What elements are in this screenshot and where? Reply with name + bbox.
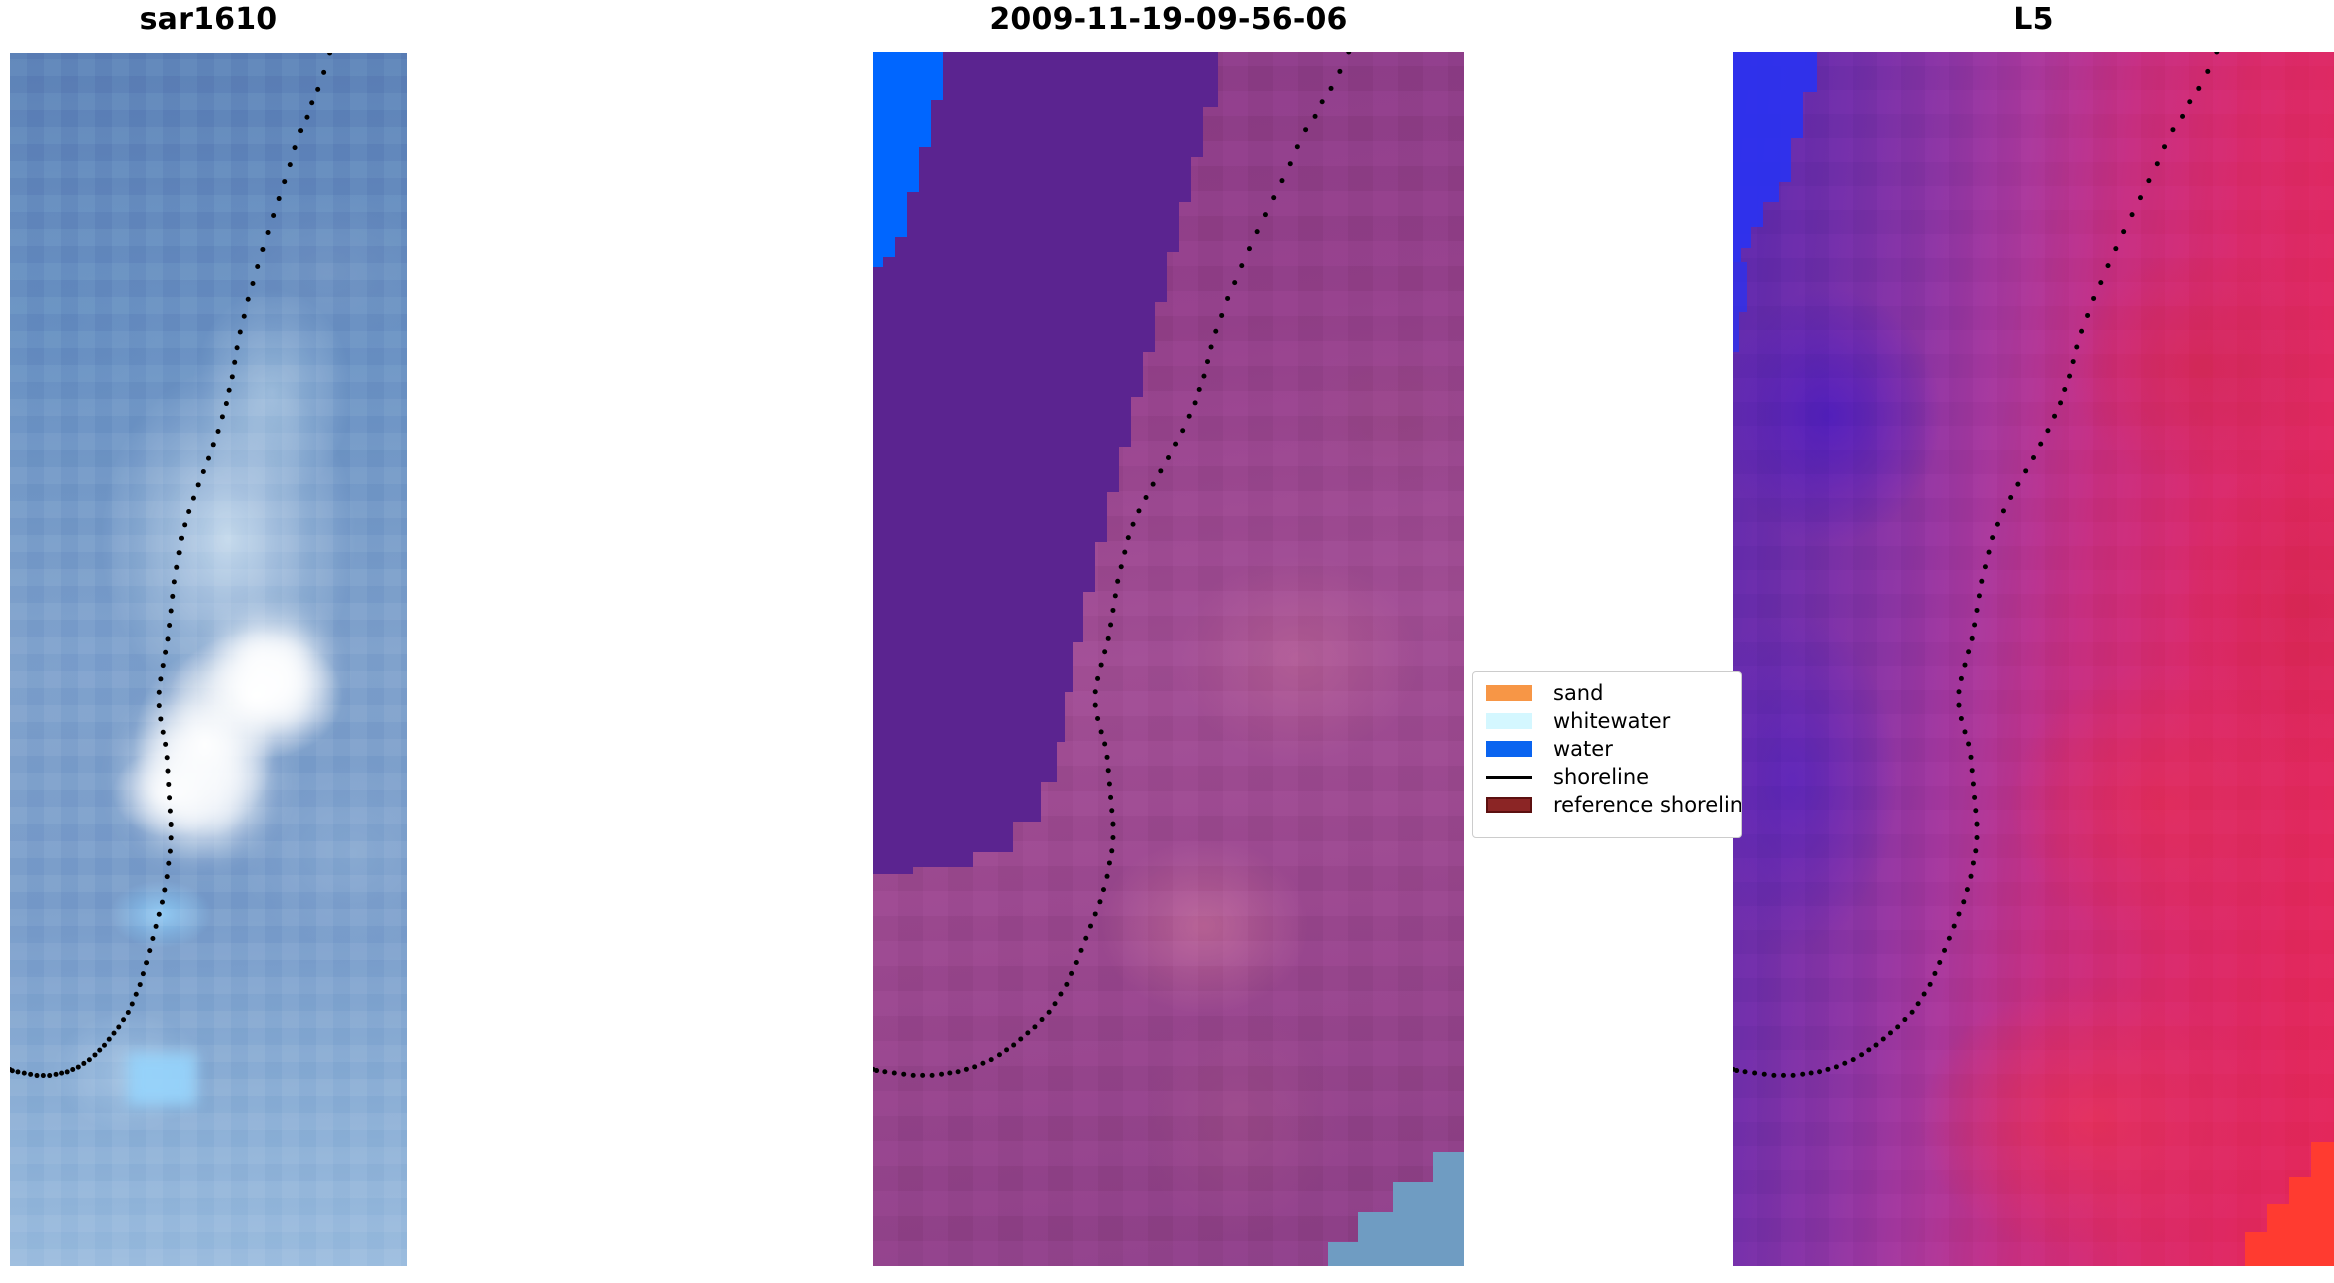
panel-title-classification: 2009-11-19-09-56-06 [989,2,1348,37]
legend-label-whitewater: whitewater [1553,708,1671,733]
legend-label-sand: sand [1553,680,1604,705]
legend-entry-reference-shoreline[interactable]: reference shoreline [1473,791,1741,819]
legend-swatch-shoreline [1486,775,1532,779]
legend-entry-water[interactable]: water [1473,735,1741,763]
sar-cyan-patch [128,1053,196,1105]
classification-steel-patch [1328,1152,1464,1266]
legend-swatch-reference-shoreline [1486,797,1532,813]
sar-speckle-texture [10,53,407,1266]
legend-entry-list: sand whitewater water shoreline referenc… [1473,672,1741,819]
legend-swatch-sand [1486,685,1532,701]
panel-l5-image [1733,52,2334,1266]
l5-texture [1733,52,2334,1266]
shoreline-overlay-l5 [1733,52,2220,1078]
panel-sar-image [10,53,407,1266]
panel-title-sar: sar1610 [139,2,278,37]
legend-box[interactable]: sand whitewater water shoreline referenc… [1472,671,1742,838]
classification-water-class-polygon [873,52,943,267]
l5-composite-layer [1733,52,2334,1266]
legend-entry-whitewater[interactable]: whitewater [1473,707,1741,735]
legend-entry-sand[interactable]: sand [1473,679,1741,707]
legend-label-water: water [1553,736,1613,761]
l5-sand-class-polygon [2245,1142,2334,1266]
sar-bright-core [222,625,318,725]
classification-waterbody-polygon [873,52,1218,874]
legend-swatch-water [1486,741,1532,757]
shoreline-overlay-classification [873,52,1352,1078]
legend-label-shoreline: shoreline [1553,764,1650,789]
panel-classification-image [873,52,1464,1266]
shoreline-overlay-sar [10,53,333,1079]
legend-entry-shoreline[interactable]: shoreline [1473,763,1741,791]
sar-bright-tail [140,713,260,843]
l5-water-class-polygon [1733,52,1817,352]
panel-title-l5: L5 [2013,2,2054,37]
sar-backscatter-layer [10,53,407,1266]
legend-label-reference-shoreline: reference shoreline [1553,792,1742,817]
legend-swatch-whitewater [1486,713,1532,729]
